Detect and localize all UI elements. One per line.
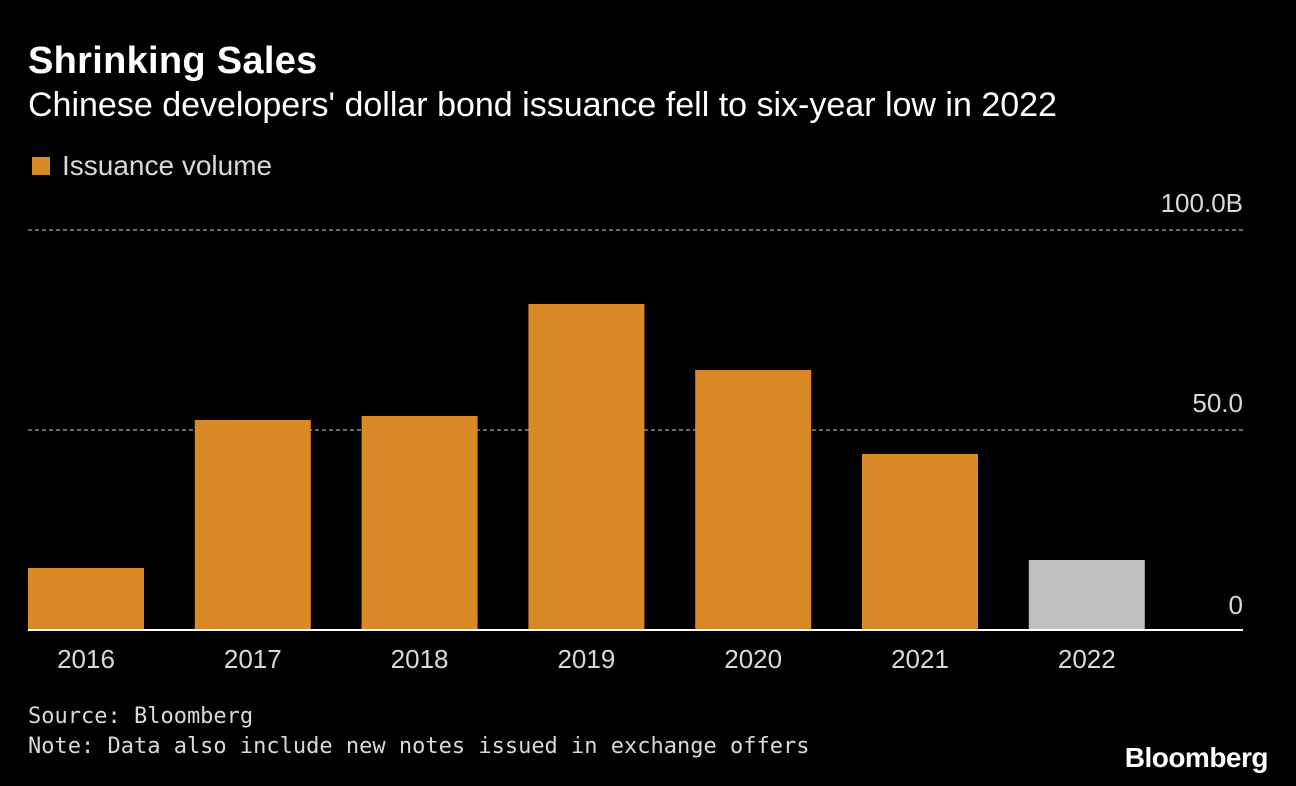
legend: Issuance volume — [32, 150, 272, 182]
x-tick-label: 2016 — [57, 644, 115, 674]
legend-label-issuance-volume: Issuance volume — [62, 150, 273, 181]
bar-chart: 0 50.0 100.0B 2016 2017 2018 2019 2020 2021 2022 — [28, 188, 1243, 674]
source-note: Source: Bloomberg — [28, 704, 254, 729]
bar-2017 — [194, 420, 311, 630]
chart-subtitle: Chinese developers' dollar bond issuance… — [28, 86, 1057, 124]
x-tick-label: 2017 — [224, 644, 282, 674]
x-tick-label: 2018 — [391, 644, 449, 674]
bar-2018 — [361, 416, 478, 630]
x-tick-label: 2021 — [891, 644, 949, 674]
bar-2021 — [862, 454, 978, 630]
bar-2019 — [528, 304, 645, 630]
bloomberg-logo: Bloomberg — [1124, 742, 1269, 773]
chart-title: Shrinking Sales — [28, 40, 318, 82]
tick-labels: 0 50.0 100.0B 2016 2017 2018 2019 2020 2021 2022 — [57, 188, 1243, 674]
y-tick-label: 50.0 — [1192, 388, 1243, 418]
x-tick-label: 2020 — [724, 644, 782, 674]
x-tick-label: 2019 — [557, 644, 615, 674]
bars — [28, 304, 1145, 630]
data-note: Note: Data also include new notes issued… — [28, 734, 810, 759]
y-tick-label: 100.0B — [1161, 188, 1243, 218]
legend-swatch — [32, 157, 50, 175]
bar-2022 — [1028, 560, 1145, 630]
bar-2016 — [28, 568, 144, 630]
y-tick-label: 0 — [1229, 590, 1243, 620]
bar-2020 — [695, 370, 812, 630]
x-tick-label: 2022 — [1058, 644, 1116, 674]
